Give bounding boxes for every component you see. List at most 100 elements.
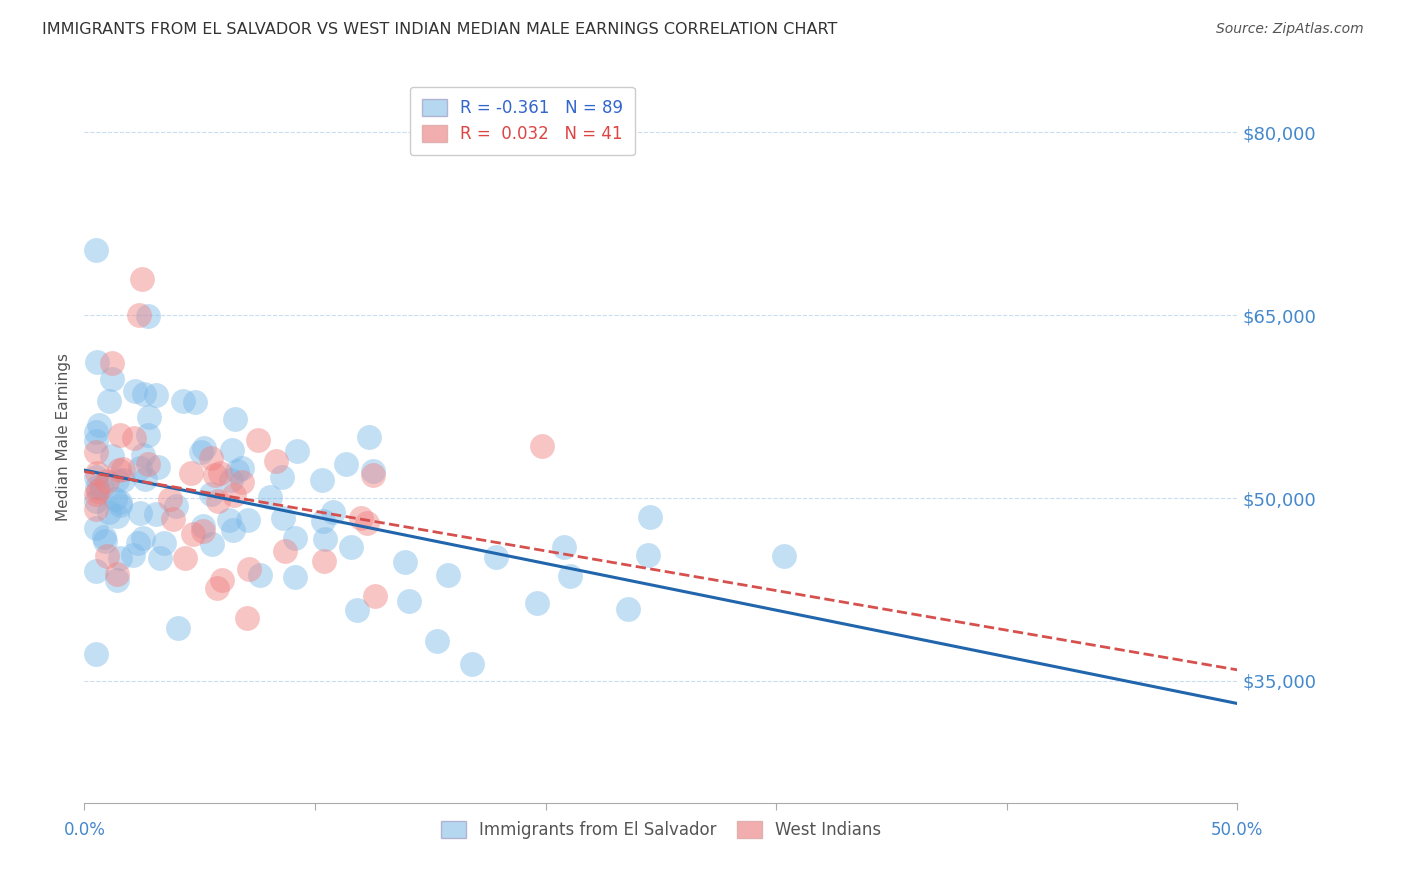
Point	[146, 460, 169, 475]
Point	[617, 602, 640, 616]
Point	[224, 411, 246, 425]
Point	[145, 387, 167, 401]
Point	[236, 611, 259, 625]
Point	[107, 463, 129, 477]
Point	[134, 387, 156, 401]
Point	[100, 450, 122, 464]
Point	[259, 490, 281, 504]
Point	[200, 487, 222, 501]
Point	[127, 536, 149, 550]
Point	[159, 492, 181, 507]
Point	[191, 519, 214, 533]
Text: IMMIGRANTS FROM EL SALVADOR VS WEST INDIAN MEDIAN MALE EARNINGS CORRELATION CHAR: IMMIGRANTS FROM EL SALVADOR VS WEST INDI…	[42, 22, 838, 37]
Point	[84, 521, 107, 535]
Point	[526, 596, 548, 610]
Point	[132, 448, 155, 462]
Point	[271, 510, 294, 524]
Point	[84, 243, 107, 257]
Point	[96, 474, 118, 488]
Point	[312, 514, 335, 528]
Point	[426, 634, 449, 648]
Point	[398, 593, 420, 607]
Point	[201, 536, 224, 550]
Point	[84, 564, 107, 578]
Point	[136, 309, 159, 323]
Point	[285, 444, 308, 458]
Point	[222, 488, 245, 502]
Point	[103, 492, 125, 507]
Point	[128, 308, 150, 322]
Point	[221, 442, 243, 457]
Point	[124, 384, 146, 398]
Point	[222, 523, 245, 537]
Point	[350, 510, 373, 524]
Point	[105, 574, 128, 588]
Point	[183, 394, 205, 409]
Point	[97, 393, 120, 408]
Point	[363, 590, 385, 604]
Point	[105, 473, 128, 487]
Point	[129, 507, 152, 521]
Point	[560, 569, 582, 583]
Point	[485, 549, 508, 564]
Point	[207, 493, 229, 508]
Point	[193, 441, 215, 455]
Point	[108, 550, 131, 565]
Point	[266, 453, 288, 467]
Point	[218, 513, 240, 527]
Point	[93, 530, 115, 544]
Point	[249, 568, 271, 582]
Point	[335, 458, 357, 472]
Point	[553, 540, 575, 554]
Point	[174, 551, 197, 566]
Point	[180, 466, 202, 480]
Point	[105, 508, 128, 523]
Point	[172, 394, 194, 409]
Point	[238, 513, 260, 527]
Point	[124, 431, 146, 445]
Point	[346, 603, 368, 617]
Point	[90, 481, 112, 495]
Point	[284, 531, 307, 545]
Point	[311, 473, 333, 487]
Point	[86, 480, 108, 494]
Point	[84, 493, 107, 508]
Point	[136, 427, 159, 442]
Point	[271, 470, 294, 484]
Point	[112, 462, 135, 476]
Legend: Immigrants from El Salvador, West Indians: Immigrants from El Salvador, West Indian…	[434, 814, 887, 846]
Text: Source: ZipAtlas.com: Source: ZipAtlas.com	[1216, 22, 1364, 37]
Point	[134, 472, 156, 486]
Point	[132, 532, 155, 546]
Point	[191, 524, 214, 539]
Point	[211, 573, 233, 587]
Point	[314, 554, 336, 568]
Point	[89, 418, 111, 433]
Point	[84, 647, 107, 661]
Point	[97, 505, 120, 519]
Point	[231, 461, 253, 475]
Point	[101, 356, 124, 370]
Point	[165, 500, 187, 514]
Point	[361, 467, 384, 482]
Point	[111, 473, 134, 487]
Point	[437, 568, 460, 582]
Point	[637, 548, 659, 562]
Point	[84, 434, 107, 448]
Point	[200, 450, 222, 465]
Point	[773, 549, 796, 563]
Point	[204, 468, 226, 483]
Point	[96, 549, 118, 563]
Point	[94, 534, 117, 549]
Point	[87, 484, 110, 499]
Point	[108, 499, 131, 513]
Point	[100, 372, 122, 386]
Text: 0.0%: 0.0%	[63, 821, 105, 839]
Point	[136, 458, 159, 472]
Point	[84, 501, 107, 516]
Point	[162, 511, 184, 525]
Point	[190, 445, 212, 459]
Point	[167, 621, 190, 635]
Point	[221, 474, 243, 488]
Point	[149, 551, 172, 566]
